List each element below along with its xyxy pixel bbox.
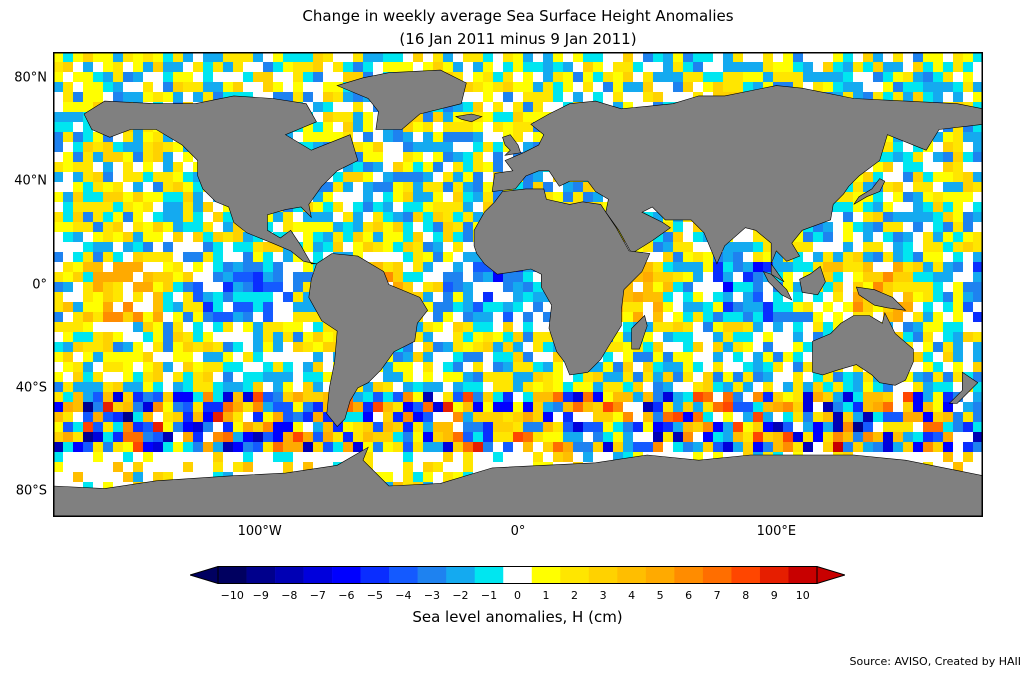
colorbar-segment bbox=[332, 566, 361, 584]
borneo-landmass bbox=[799, 265, 826, 296]
colorbar-tick-label: −10 bbox=[220, 589, 244, 602]
colorbar-tick-label: −2 bbox=[452, 589, 469, 602]
colorbar-segment bbox=[645, 566, 675, 584]
latitude-label: 80°N bbox=[14, 70, 47, 86]
latitude-label: 40°S bbox=[15, 380, 47, 396]
colorbar-tick-label: −9 bbox=[252, 589, 269, 602]
africa-landmass bbox=[473, 188, 651, 376]
australia-landmass bbox=[812, 312, 914, 386]
map-border bbox=[53, 52, 983, 517]
colorbar-tick-label: 10 bbox=[795, 589, 810, 602]
latitude-label: 40°N bbox=[14, 173, 47, 189]
source-note: Source: AVISO, Created by HAII bbox=[849, 655, 1021, 668]
colorbar-outline bbox=[217, 566, 818, 584]
new-zealand-landmass bbox=[948, 371, 979, 404]
colorbar-segment bbox=[474, 566, 504, 584]
colorbar-tick-label: 7 bbox=[713, 589, 721, 602]
colorbar-segment bbox=[674, 566, 704, 584]
colorbar-segment bbox=[303, 566, 333, 584]
colorbar-segment bbox=[218, 566, 247, 584]
colorbar-tick-label: −5 bbox=[366, 589, 383, 602]
colorbar-segment bbox=[503, 566, 533, 584]
colorbar-tick-label: 2 bbox=[571, 589, 579, 602]
longitude-label: 100°E bbox=[756, 524, 797, 539]
colorbar-tick-label: 0 bbox=[514, 589, 521, 602]
greenland-landmass bbox=[336, 69, 467, 130]
great-britain-landmass bbox=[502, 134, 521, 156]
sumatra-landmass bbox=[762, 271, 793, 301]
map-title: Change in weekly average Sea Surface Hei… bbox=[302, 7, 734, 25]
colorbar-tick-label: −7 bbox=[309, 589, 326, 602]
antarctica-landmass bbox=[53, 446, 983, 517]
latitude-label: 0° bbox=[32, 277, 47, 292]
new-guinea-landmass bbox=[855, 286, 907, 311]
colorbar-segment bbox=[731, 566, 761, 584]
colorbar-tick-label: −1 bbox=[480, 589, 498, 602]
colorbar-tick-label: 4 bbox=[628, 589, 636, 602]
colorbar-tick-label: 3 bbox=[599, 589, 607, 602]
colorbar-segment bbox=[360, 566, 390, 584]
world-map bbox=[53, 52, 983, 517]
colorbar-segment bbox=[531, 566, 561, 584]
colorbar-label: Sea level anomalies, H (cm) bbox=[412, 608, 623, 626]
colorbar-segment bbox=[560, 566, 590, 584]
colorbar-segment bbox=[759, 566, 789, 584]
colorbar bbox=[190, 566, 845, 584]
colorbar-tick-label: −3 bbox=[423, 589, 441, 602]
longitude-label: 100°W bbox=[237, 524, 282, 539]
colorbar-segment bbox=[417, 566, 447, 584]
colorbar-tick-label: −8 bbox=[281, 589, 298, 602]
iceland-landmass bbox=[455, 113, 483, 123]
colorbar-extend-min bbox=[190, 566, 219, 584]
japan-landmass bbox=[853, 178, 886, 205]
north-america-landmass bbox=[83, 95, 359, 265]
colorbar-segment bbox=[246, 566, 276, 584]
latitude-label: 80°S bbox=[15, 483, 47, 499]
colorbar-tick-label: −6 bbox=[338, 589, 355, 602]
colorbar-segment bbox=[389, 566, 418, 584]
colorbar-tick-label: 9 bbox=[770, 589, 778, 602]
land-masses bbox=[53, 69, 983, 517]
colorbar-tick-label: 1 bbox=[542, 589, 550, 602]
colorbar-segment bbox=[275, 566, 304, 584]
colorbar-tick-label: 8 bbox=[742, 589, 750, 602]
colorbar-segment bbox=[617, 566, 647, 584]
colorbar-segment bbox=[702, 566, 732, 584]
map-subtitle: (16 Jan 2011 minus 9 Jan 2011) bbox=[399, 30, 637, 48]
colorbar-segment bbox=[788, 566, 818, 584]
colorbar-extend-max bbox=[816, 566, 845, 584]
colorbar-tick-label: 6 bbox=[685, 589, 693, 602]
eurasia-landmass bbox=[491, 85, 983, 283]
colorbar-segment bbox=[588, 566, 618, 584]
south-america-landmass bbox=[308, 253, 428, 428]
colorbar-tick-label: −4 bbox=[395, 589, 412, 602]
longitude-label: 0° bbox=[510, 524, 526, 539]
madagascar-landmass bbox=[631, 314, 648, 350]
colorbar-segment bbox=[446, 566, 476, 584]
colorbar-tick-label: 5 bbox=[656, 589, 664, 602]
